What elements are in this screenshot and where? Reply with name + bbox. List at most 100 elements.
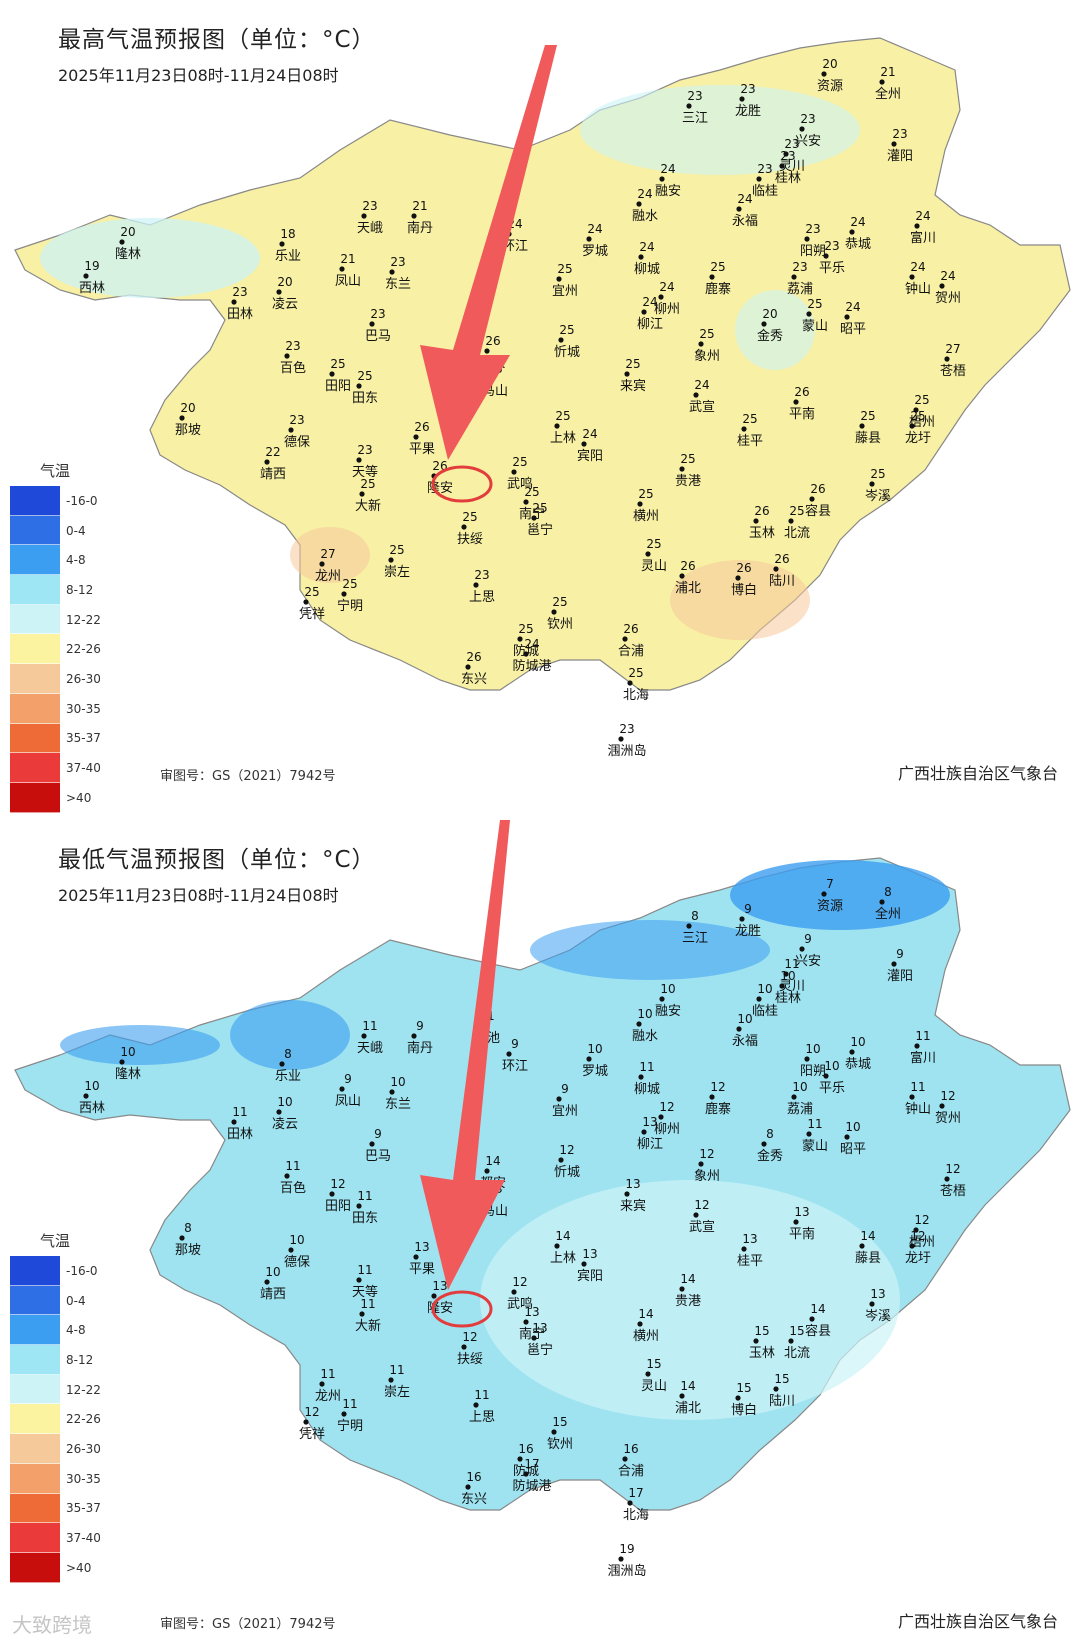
city-marker: 23 临桂 bbox=[752, 162, 778, 199]
city-marker: 25 凭祥 bbox=[299, 585, 325, 622]
city-temperature-value: 26 bbox=[680, 559, 695, 573]
city-marker: 8 三江 bbox=[682, 909, 708, 946]
city-marker: 20 金秀 bbox=[757, 307, 783, 344]
city-marker: 20 凌云 bbox=[272, 275, 298, 312]
city-dot bbox=[388, 1377, 394, 1383]
city-temperature-value: 25 bbox=[628, 666, 643, 680]
city-name: 涠洲岛 bbox=[607, 743, 646, 759]
city-dot bbox=[484, 1168, 490, 1174]
city-marker: 25 田阳 bbox=[325, 357, 351, 394]
city-name: 东兴 bbox=[461, 672, 487, 687]
city-name: 武鸣 bbox=[507, 1296, 533, 1312]
city-marker: 14 容县 bbox=[805, 1302, 831, 1339]
city-dot bbox=[658, 294, 664, 300]
city-marker: 8 乐业 bbox=[275, 1047, 301, 1084]
city-marker: 24 宾阳 bbox=[577, 427, 603, 464]
city-name: 合浦 bbox=[618, 1464, 644, 1479]
city-name: 防城港 bbox=[512, 658, 551, 674]
city-name: 资源 bbox=[817, 899, 843, 914]
city-dot bbox=[319, 561, 325, 567]
city-marker: 27 龙州 bbox=[315, 547, 341, 584]
city-dot bbox=[586, 1056, 592, 1062]
city-dot bbox=[698, 341, 704, 347]
city-temperature-value: 25 bbox=[789, 504, 804, 518]
city-dot bbox=[686, 923, 692, 929]
city-name: 邕宁 bbox=[527, 522, 553, 538]
city-marker: 11 天等 bbox=[352, 1263, 378, 1300]
city-marker: 25 武鸣 bbox=[507, 455, 533, 492]
city-marker: 26 陆川 bbox=[769, 552, 795, 589]
city-temperature-value: 26 bbox=[485, 334, 500, 348]
city-dot bbox=[624, 1191, 630, 1197]
city-dot bbox=[389, 269, 395, 275]
city-temperature-value: 23 bbox=[687, 89, 702, 103]
city-name: 扶绥 bbox=[457, 1352, 483, 1367]
city-temperature-value: 24 bbox=[737, 192, 752, 206]
city-name: 靖西 bbox=[260, 1287, 286, 1302]
city-name: 罗城 bbox=[582, 244, 608, 259]
city-dot bbox=[736, 206, 742, 212]
city-temperature-value: 10 bbox=[792, 1080, 807, 1094]
city-name: 东兴 bbox=[461, 1492, 487, 1507]
city-name: 蒙山 bbox=[802, 319, 828, 334]
city-name: 田东 bbox=[352, 391, 378, 406]
city-temperature-value: 25 bbox=[357, 369, 372, 383]
city-marker: 12 田阳 bbox=[325, 1177, 351, 1214]
city-dot bbox=[939, 1103, 945, 1109]
city-name: 靖西 bbox=[260, 467, 286, 482]
city-name: 柳州 bbox=[654, 1122, 680, 1137]
legend-rows: -16-0 0-4 4-8 8-12 12-22 22-26 26-30 30-35 35-37… bbox=[10, 1256, 120, 1583]
city-marker: 11 上思 bbox=[469, 1388, 495, 1425]
city-dot bbox=[823, 253, 829, 259]
city-marker: 15 灵山 bbox=[641, 1357, 667, 1394]
city-dot bbox=[523, 651, 529, 657]
city-temperature-value: 20 bbox=[277, 275, 292, 289]
city-dot bbox=[465, 1484, 471, 1490]
city-marker: 10 融安 bbox=[655, 982, 681, 1019]
city-marker: 25 宜州 bbox=[552, 262, 578, 299]
city-name: 武宣 bbox=[689, 399, 715, 415]
city-dot bbox=[473, 582, 479, 588]
city-dot bbox=[641, 1129, 647, 1135]
legend-row: 37-40 bbox=[10, 753, 120, 783]
city-marker: 26 容县 bbox=[805, 482, 831, 519]
city-name: 博白 bbox=[731, 582, 757, 598]
city-temperature-value: 11 bbox=[232, 1105, 247, 1119]
legend-label: 35-37 bbox=[66, 731, 101, 746]
city-temperature-value: 25 bbox=[360, 477, 375, 491]
city-name: 南宁 bbox=[519, 1326, 545, 1342]
city-name: 田东 bbox=[352, 1211, 378, 1226]
city-name: 钦州 bbox=[547, 617, 573, 632]
city-name: 梧州 bbox=[909, 1235, 935, 1250]
city-temperature-value: 21 bbox=[340, 252, 355, 266]
city-dot bbox=[809, 496, 815, 502]
city-name: 乐业 bbox=[275, 1069, 301, 1084]
city-dot bbox=[356, 383, 362, 389]
city-dot bbox=[638, 254, 644, 260]
city-marker: 10 阳朔 bbox=[800, 1042, 826, 1079]
city-name: 藤县 bbox=[855, 1251, 881, 1266]
min-temp-panel: 7 资源 8 全州 8 三江 9 龙胜 9 兴安 9 灌阳 11 灵川 10 融安 10 临桂 10 桂林 10 融水 10… bbox=[0, 820, 1080, 1640]
city-name: 来宾 bbox=[620, 1198, 646, 1214]
city-marker: 10 桂林 bbox=[775, 969, 801, 1006]
city-marker: 23 巴马 bbox=[365, 307, 391, 344]
city-marker: 10 靖西 bbox=[260, 1265, 286, 1302]
legend-swatch bbox=[10, 1285, 60, 1316]
city-name: 岑溪 bbox=[865, 489, 891, 504]
city-name: 三江 bbox=[682, 111, 708, 126]
city-dot bbox=[279, 1061, 285, 1067]
city-dot bbox=[554, 1243, 560, 1249]
city-name: 宁明 bbox=[337, 598, 363, 614]
city-dot bbox=[484, 348, 490, 354]
city-temperature-value: 20 bbox=[822, 57, 837, 71]
city-dot bbox=[388, 557, 394, 563]
city-temperature-value: 24 bbox=[637, 187, 652, 201]
city-marker: 26 浦北 bbox=[675, 559, 701, 596]
city-dot bbox=[741, 1246, 747, 1252]
city-dot bbox=[891, 961, 897, 967]
legend-swatch bbox=[10, 723, 60, 754]
city-dot bbox=[231, 299, 237, 305]
city-dot bbox=[788, 518, 794, 524]
